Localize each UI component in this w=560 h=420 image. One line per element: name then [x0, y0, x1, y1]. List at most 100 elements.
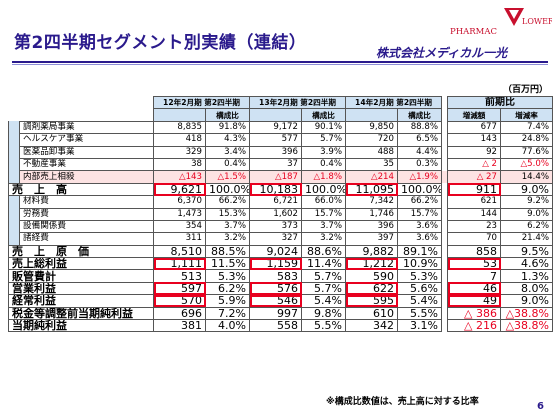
table-cell: 143: [447, 133, 501, 147]
table-row: 諸経費 311 3.2% 327 3.2% 397 3.6% 70 21.4%: [8, 232, 553, 246]
table-row: 労務費 1,473 15.3% 1,602 15.7% 1,746 15.7% 144 9.0%: [8, 207, 553, 221]
table-row: 税金等調整前当期純利益 696 7.2% 997 9.8% 610 5.5% △ 386 △38…: [8, 306, 553, 321]
table-cell: 4.6%: [500, 257, 553, 271]
table-cell: △5.0%: [500, 157, 553, 172]
table-cell: 66.2%: [205, 195, 250, 209]
row-label: 諸経費: [19, 232, 154, 246]
table-cell: 66.0%: [301, 195, 346, 209]
table-cell: 6.2%: [205, 281, 250, 296]
table-cell: 9,024: [249, 244, 302, 259]
table-cell: 7,342: [345, 195, 398, 209]
table-cell: 5.3%: [397, 269, 442, 283]
table-cell: 144: [447, 207, 501, 221]
table-cell: 88.6%: [301, 244, 346, 259]
table-cell: △38.8%: [500, 319, 553, 333]
table-cell: 5.4%: [301, 294, 346, 308]
table-cell: 911: [447, 182, 501, 197]
table-cell: 5.7%: [301, 281, 346, 296]
table-cell: 14.4%: [500, 170, 553, 184]
table-cell: 5.5%: [397, 306, 442, 321]
table-cell: 396: [345, 219, 398, 234]
column-gap: [441, 195, 448, 209]
table-cell: 4.3%: [205, 133, 250, 147]
table-cell: 329: [153, 145, 206, 159]
table-cell: 396: [249, 145, 302, 159]
table-row: 設備関係費 354 3.7% 373 3.7% 396 3.6% 23 6.2%: [8, 219, 553, 234]
table-cell: 1.3%: [500, 269, 553, 283]
table-cell: 1,746: [345, 207, 398, 221]
row-label: 経常利益: [8, 294, 154, 308]
footnote: ※構成比数値は、売上高に対する比率: [326, 397, 479, 407]
table-cell: 6,370: [153, 195, 206, 209]
table-header-row-1: 12年2月期 第2四半期 13年2月期 第2四半期 14年2月期 第2四半期 前…: [8, 95, 553, 109]
table-cell: 100.0%: [397, 182, 442, 197]
table-cell: 0.4%: [301, 157, 346, 172]
table-cell: 3.9%: [301, 145, 346, 159]
table-cell: 21.4%: [500, 232, 553, 246]
table-cell: 11.5%: [205, 257, 250, 271]
table-cell: 488: [345, 145, 398, 159]
table-cell: 354: [153, 219, 206, 234]
row-label: 調剤薬局事業: [19, 120, 154, 135]
table-cell: △ 386: [447, 306, 501, 321]
header-inc-rate: 増減率: [500, 108, 553, 122]
table-cell: 696: [153, 306, 206, 321]
table-cell: 15.3%: [205, 207, 250, 221]
row-indent-cell: [8, 133, 20, 147]
table-cell: 3.6%: [397, 232, 442, 246]
table-cell: 513: [153, 269, 206, 283]
row-indent-cell: [8, 170, 20, 184]
row-label: 売 上 高: [8, 182, 154, 197]
table-cell: 9.0%: [500, 182, 553, 197]
table-cell: 23: [447, 219, 501, 234]
table-cell: 88.8%: [397, 120, 442, 135]
table-cell: 546: [249, 294, 302, 308]
table-cell: 5.6%: [397, 281, 442, 296]
table-cell: 11.4%: [301, 257, 346, 271]
table-cell: △ 2: [447, 157, 501, 172]
table-cell: 3.4%: [205, 145, 250, 159]
table-cell: 3.1%: [397, 319, 442, 333]
table-cell: 5.7%: [301, 133, 346, 147]
table-row: 当期純利益 381 4.0% 558 5.5% 342 3.1% △ 216 △38.8%: [8, 319, 553, 333]
table-cell: 46: [447, 281, 501, 296]
row-indent-cell: [8, 146, 20, 159]
table-cell: 5.9%: [205, 294, 250, 308]
row-label: 当期純利益: [8, 319, 154, 333]
title-underline-thin: [12, 64, 548, 65]
header-inc-amount: 増減額: [447, 108, 501, 122]
table-cell: 49: [447, 294, 501, 308]
table-cell: 24.8%: [500, 133, 553, 147]
header-ratio-1: 構成比: [205, 108, 250, 122]
table-cell: △ 216: [447, 319, 501, 333]
table-cell: 7.2%: [205, 306, 250, 321]
table-cell: 6.5%: [397, 133, 442, 147]
table-cell: 3.2%: [301, 232, 346, 246]
header-yoy: 前期比: [447, 95, 553, 109]
slide-title: 第2四半期セグメント別実績（連結）: [14, 33, 307, 53]
table-cell: 92: [447, 145, 501, 159]
row-indent-cell: [8, 220, 20, 233]
table-cell: 0.4%: [205, 157, 250, 172]
table-cell: 858: [447, 244, 501, 259]
table-row: ヘルスケア事業 418 4.3% 577 5.7% 720 6.5% 143 24.8%: [8, 133, 553, 147]
table-row: 売 上 高 9,621 100.0% 10,183 100.0% 11,095 100.0%…: [8, 182, 553, 197]
row-label: 販管費計: [8, 269, 154, 283]
row-label: 営業利益: [8, 281, 154, 296]
column-gap: [441, 158, 448, 171]
table-row: 医薬品卸事業 329 3.4% 396 3.9% 488 4.4% 92 77.6%: [8, 145, 553, 159]
table-cell: 15.7%: [397, 207, 442, 221]
table-cell: 8,835: [153, 120, 206, 135]
table-header-row-2: 構成比 構成比 構成比 増減額 増減率: [8, 108, 553, 122]
table-cell: 9.8%: [301, 306, 346, 321]
column-gap: [441, 307, 448, 320]
table-cell: 1,602: [249, 207, 302, 221]
title-underline: [12, 61, 548, 63]
table-cell: 9.2%: [500, 195, 553, 209]
column-gap: [441, 245, 448, 258]
table-cell: 37: [249, 157, 302, 172]
header-ratio-2: 構成比: [301, 108, 346, 122]
row-label: 税金等調整前当期純利益: [8, 306, 154, 321]
row-label: 内部売上相殺: [19, 170, 154, 184]
table-cell: △187: [249, 170, 302, 184]
